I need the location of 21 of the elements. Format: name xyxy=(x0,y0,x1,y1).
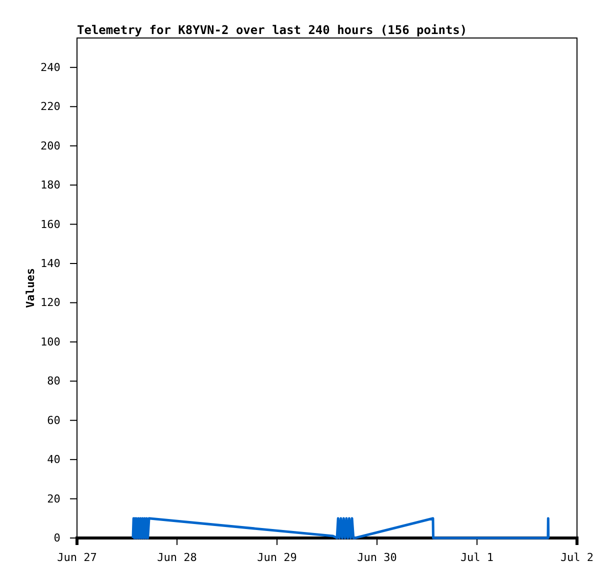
y-tick-label: 0 xyxy=(54,532,60,545)
y-tick-label: 100 xyxy=(40,335,60,348)
y-axis-title: Values xyxy=(24,268,37,308)
x-tick-label: Jun 27 xyxy=(57,551,97,564)
y-tick-label: 220 xyxy=(40,100,60,114)
chart-title: Telemetry for K8YVN-2 over last 240 hours (156 points) xyxy=(77,23,468,37)
x-tick-label: Jun 30 xyxy=(357,551,397,564)
y-tick-label: 180 xyxy=(40,178,60,192)
y-tick-label: 20 xyxy=(47,492,60,506)
x-tick-label: Jul 2 xyxy=(560,551,594,564)
y-tick-label: 200 xyxy=(40,139,60,152)
y-tick-label: 140 xyxy=(40,257,60,270)
y-tick-label: 60 xyxy=(47,414,60,427)
y-tick-label: 40 xyxy=(47,453,60,466)
y-tick-label: 80 xyxy=(47,374,60,388)
y-tick-label: 120 xyxy=(40,296,60,310)
y-tick-label: 240 xyxy=(40,60,60,74)
x-tick-label: Jun 29 xyxy=(257,551,297,564)
x-tick-label: Jul 1 xyxy=(460,551,494,564)
x-tick-label: Jun 28 xyxy=(157,551,197,564)
y-tick-label: 160 xyxy=(40,218,60,231)
